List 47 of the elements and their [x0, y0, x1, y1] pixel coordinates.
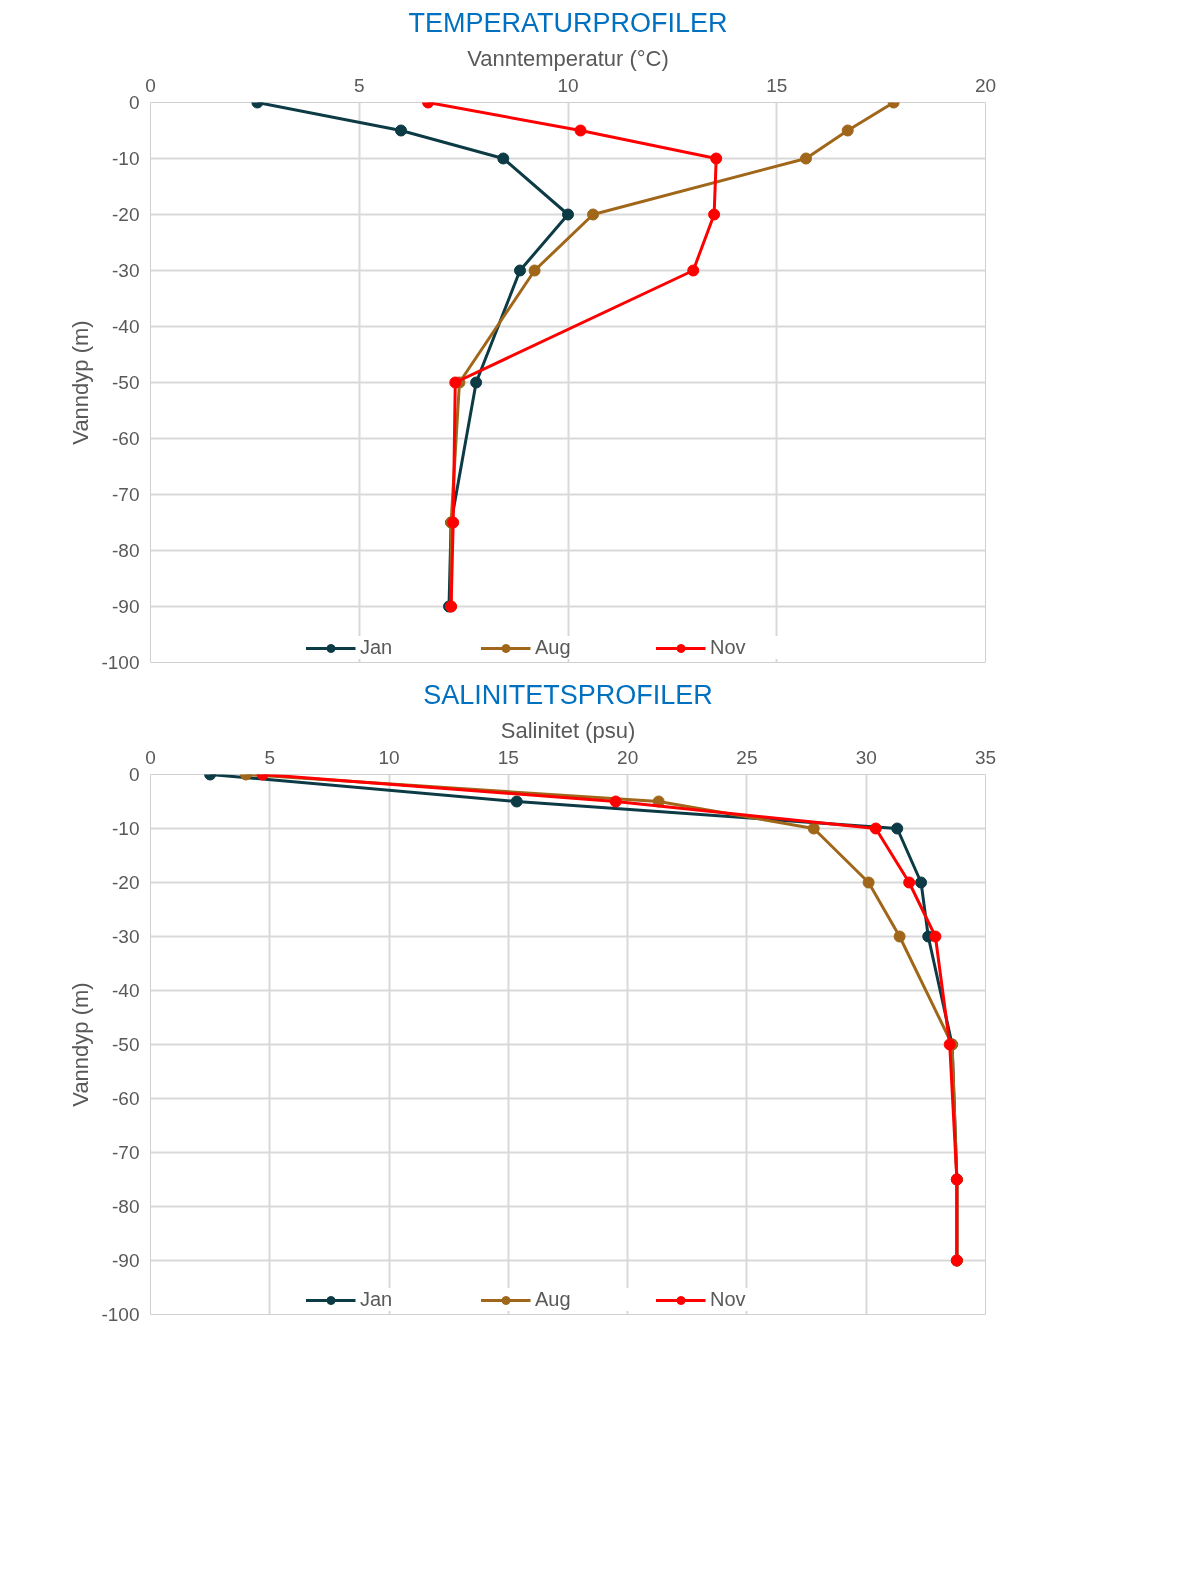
y-tick-label: -60: [112, 1088, 140, 1109]
y-tick-label: -100: [101, 652, 140, 673]
chart-title: TEMPERATURPROFILER: [408, 7, 728, 38]
y-tick-label: -50: [112, 372, 140, 393]
y-tick-label: -20: [112, 872, 140, 893]
x-tick-label: 5: [264, 746, 276, 768]
x-tick-label: 20: [974, 74, 997, 96]
y-tick-label: -50: [112, 1034, 140, 1055]
y-axis-title: Vanndyp (m): [68, 320, 94, 445]
y-tick-label: -30: [112, 926, 140, 947]
x-tick-label: 15: [766, 74, 788, 96]
x-tick-label: 10: [378, 746, 400, 768]
y-tick-label: -80: [112, 1196, 140, 1217]
y-tick-label: 0: [128, 92, 140, 113]
x-tick-label: 10: [557, 74, 579, 96]
x-axis-title: Vanntemperatur (°C): [467, 45, 669, 71]
x-axis-title: Salinitet (psu): [500, 717, 636, 743]
y-tick-label: -70: [112, 1142, 140, 1163]
y-axis-title: Vanndyp (m): [68, 982, 94, 1107]
x-tick-label: 0: [145, 74, 156, 96]
x-tick-label: 35: [974, 746, 997, 768]
x-tick-label: 0: [145, 746, 156, 768]
y-tick-label: -40: [112, 980, 140, 1001]
x-tick-label: 25: [736, 746, 758, 768]
legend-label: Jan: [360, 1288, 394, 1311]
y-tick-label: -40: [112, 316, 140, 337]
chart-title: SALINITETSPROFILER: [423, 679, 713, 710]
legend-label: Jan: [360, 636, 394, 659]
y-tick-label: -70: [112, 484, 140, 505]
y-tick-label: -100: [101, 1304, 140, 1325]
legend-label: Aug: [535, 636, 572, 659]
x-tick-label: 20: [617, 746, 639, 768]
x-tick-label: 5: [353, 74, 365, 96]
y-tick-label: -10: [112, 148, 140, 169]
y-tick-label: -80: [112, 540, 140, 561]
y-tick-label: 0: [128, 764, 140, 785]
legend-label: Nov: [710, 636, 747, 659]
y-tick-label: -10: [112, 818, 140, 839]
x-tick-label: 15: [497, 746, 519, 768]
y-tick-label: -30: [112, 260, 140, 281]
legend-label: Aug: [535, 1288, 572, 1311]
y-tick-label: -20: [112, 204, 140, 225]
y-tick-label: -90: [112, 596, 140, 617]
x-tick-label: 30: [855, 746, 877, 768]
y-tick-label: -60: [112, 428, 140, 449]
y-tick-label: -90: [112, 1250, 140, 1271]
legend-label: Nov: [710, 1288, 747, 1311]
